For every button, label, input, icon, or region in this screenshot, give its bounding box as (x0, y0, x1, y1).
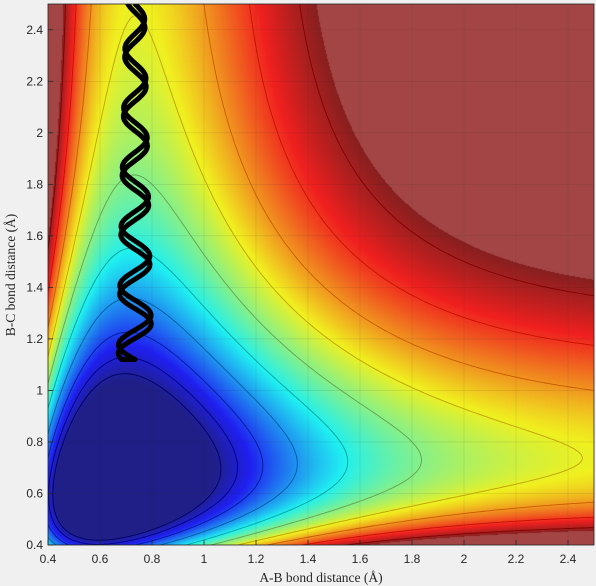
y-tick-label: 2.4 (26, 23, 43, 37)
x-axis-label: A-B bond distance (Å) (259, 570, 382, 585)
contour-line (48, 297, 298, 545)
x-tick-label: 2.4 (560, 552, 577, 566)
axes-box (47, 3, 595, 546)
x-tick-label: 1 (201, 552, 208, 566)
x-tick-label: 1.4 (300, 552, 317, 566)
y-axis: 0.4 0.6 0.8 1 1.2 1.4 1.6 1.8 2 2.2 2.4 (26, 23, 53, 552)
x-tick-label: 0.8 (144, 552, 161, 566)
contour-line (48, 331, 264, 545)
x-tick-label: 1.8 (404, 552, 421, 566)
x-tick-label: 0.6 (92, 552, 109, 566)
plot-area (48, 4, 594, 545)
x-tick-label: 1.6 (352, 552, 369, 566)
x-tick-label: 1.2 (248, 552, 265, 566)
y-tick-label: 1.8 (26, 177, 43, 191)
y-tick-label: 0.6 (26, 486, 43, 500)
x-tick-label: 0.4 (40, 552, 57, 566)
grid-lines (48, 4, 594, 545)
y-tick-label: 1.2 (26, 332, 43, 346)
y-axis-label: B-C bond distance (Å) (3, 214, 18, 337)
x-axis: 0.4 0.6 0.8 1 1.2 1.4 1.6 1.8 2 2.2 2.4 (40, 540, 577, 566)
y-tick-label: 2.2 (26, 74, 43, 88)
x-tick-label: 2 (461, 552, 468, 566)
contour-lines (48, 4, 594, 545)
y-tick-label: 1 (36, 383, 43, 397)
y-tick-label: 2 (36, 126, 43, 140)
contour-line (52, 373, 222, 541)
x-tick-label: 2.2 (508, 552, 525, 566)
contour-line (48, 356, 238, 545)
trajectory-line (115, 4, 154, 362)
y-tick-label: 1.4 (26, 280, 43, 294)
y-tick-label: 0.8 (26, 435, 43, 449)
y-tick-label: 1.6 (26, 229, 43, 243)
y-tick-label: 0.4 (26, 538, 43, 552)
